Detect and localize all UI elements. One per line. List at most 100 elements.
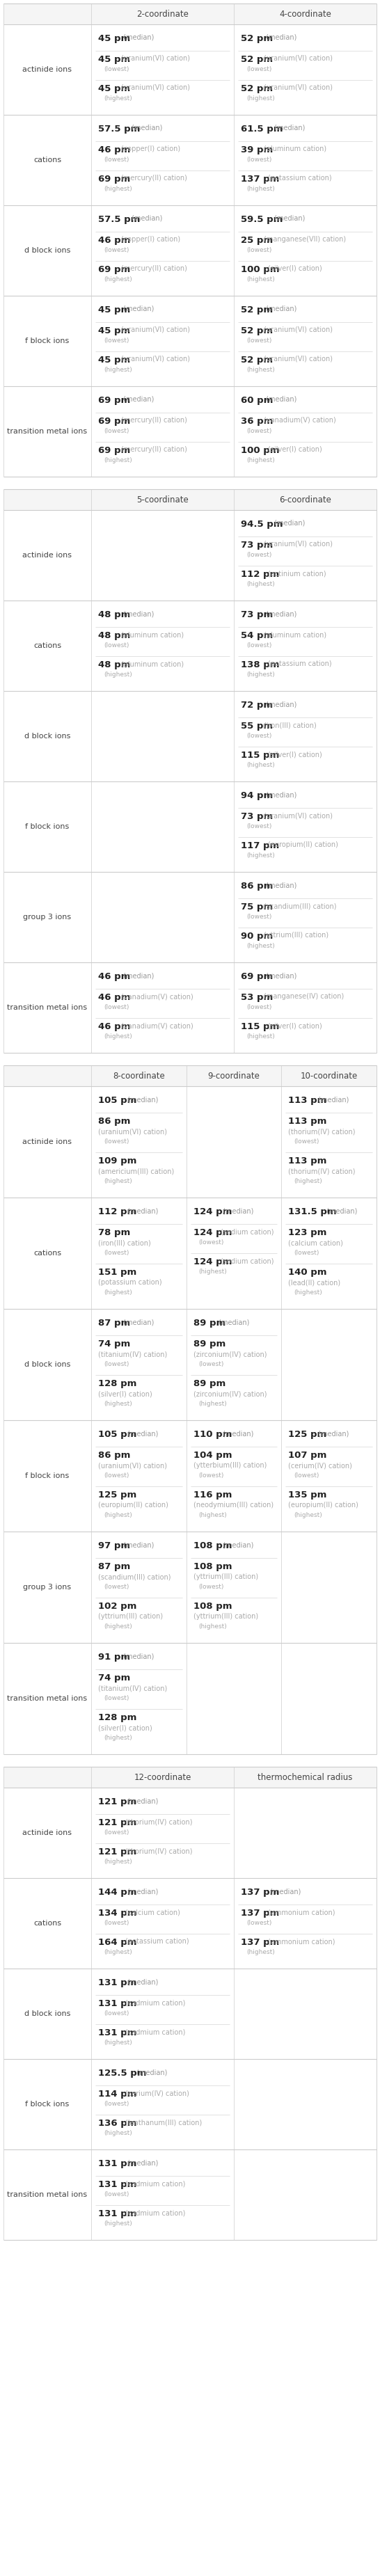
Text: (titanium(IV) cation): (titanium(IV) cation) bbox=[98, 1685, 167, 1692]
Bar bbox=[3, 510, 377, 600]
Text: (highest): (highest) bbox=[104, 366, 132, 374]
Bar bbox=[3, 1533, 377, 1643]
Text: 75 pm: 75 pm bbox=[241, 902, 273, 912]
Text: (median): (median) bbox=[220, 1540, 253, 1548]
Text: 124 pm: 124 pm bbox=[193, 1229, 232, 1236]
Text: actinide ions: actinide ions bbox=[22, 551, 72, 559]
Text: 86 pm: 86 pm bbox=[98, 1450, 130, 1461]
Text: (highest): (highest) bbox=[104, 672, 132, 677]
Text: (lowest): (lowest) bbox=[104, 1829, 129, 1837]
Text: (highest): (highest) bbox=[104, 2221, 132, 2226]
Text: (aluminum cation): (aluminum cation) bbox=[121, 659, 184, 667]
Text: f block ions: f block ions bbox=[25, 337, 69, 345]
Text: (highest): (highest) bbox=[199, 1623, 227, 1631]
Text: (zirconium(IV) cation): (zirconium(IV) cation) bbox=[193, 1391, 267, 1396]
Text: (median): (median) bbox=[134, 2069, 167, 2076]
Text: 87 pm: 87 pm bbox=[98, 1561, 130, 1571]
Text: 131.5 pm: 131.5 pm bbox=[288, 1208, 337, 1216]
Text: 39 pm: 39 pm bbox=[241, 144, 273, 155]
Text: (uranium(VI) cation): (uranium(VI) cation) bbox=[264, 327, 332, 332]
Text: (median): (median) bbox=[121, 1540, 154, 1548]
Text: (lowest): (lowest) bbox=[199, 1584, 224, 1589]
Text: group 3 ions: group 3 ions bbox=[23, 914, 71, 920]
Text: (highest): (highest) bbox=[104, 185, 132, 193]
Text: (lowest): (lowest) bbox=[246, 157, 272, 162]
Text: (lowest): (lowest) bbox=[246, 732, 272, 739]
Text: (sodium cation): (sodium cation) bbox=[220, 1229, 274, 1234]
Text: (lowest): (lowest) bbox=[246, 247, 272, 252]
Text: (median): (median) bbox=[125, 1430, 158, 1437]
Text: (highest): (highest) bbox=[104, 1177, 132, 1185]
Text: 6-coordinate: 6-coordinate bbox=[279, 495, 331, 505]
Text: (uranium(VI) cation): (uranium(VI) cation) bbox=[264, 355, 332, 363]
Text: 115 pm: 115 pm bbox=[241, 750, 279, 760]
Text: (lowest): (lowest) bbox=[246, 428, 272, 435]
Text: (highest): (highest) bbox=[104, 1950, 132, 1955]
Text: (highest): (highest) bbox=[246, 1033, 275, 1041]
Text: cations: cations bbox=[33, 157, 61, 162]
Text: d block ions: d block ions bbox=[24, 247, 70, 255]
Text: cations: cations bbox=[33, 641, 61, 649]
Text: (thorium(IV) cation): (thorium(IV) cation) bbox=[288, 1128, 356, 1136]
Text: (highest): (highest) bbox=[294, 1291, 322, 1296]
Bar bbox=[3, 781, 377, 871]
Text: (lowest): (lowest) bbox=[104, 2102, 129, 2107]
Text: (uranium(VI) cation): (uranium(VI) cation) bbox=[121, 327, 190, 332]
Text: (lowest): (lowest) bbox=[104, 247, 129, 252]
Text: (silver(I) cation): (silver(I) cation) bbox=[268, 1023, 322, 1030]
Text: 107 pm: 107 pm bbox=[288, 1450, 327, 1461]
Text: (median): (median) bbox=[121, 33, 154, 41]
Text: 45 pm: 45 pm bbox=[98, 85, 130, 93]
Text: 57.5 pm: 57.5 pm bbox=[98, 214, 140, 224]
Text: 89 pm: 89 pm bbox=[193, 1319, 225, 1327]
Text: 105 pm: 105 pm bbox=[98, 1095, 137, 1105]
Text: (uranium(VI) cation): (uranium(VI) cation) bbox=[264, 85, 332, 90]
Text: (lowest): (lowest) bbox=[294, 1473, 319, 1479]
Text: 45 pm: 45 pm bbox=[98, 54, 130, 64]
Text: (median): (median) bbox=[125, 1888, 158, 1896]
Text: transition metal ions: transition metal ions bbox=[7, 1695, 87, 1703]
Text: 151 pm: 151 pm bbox=[98, 1267, 136, 1278]
Text: 131 pm: 131 pm bbox=[98, 2179, 137, 2190]
Text: 86 pm: 86 pm bbox=[98, 1118, 130, 1126]
Text: (americium(III) cation): (americium(III) cation) bbox=[98, 1167, 174, 1175]
Text: (median): (median) bbox=[264, 397, 297, 402]
Bar bbox=[3, 871, 377, 963]
Text: 89 pm: 89 pm bbox=[193, 1340, 225, 1350]
Text: 117 pm: 117 pm bbox=[241, 842, 279, 850]
Text: (uranium(VI) cation): (uranium(VI) cation) bbox=[121, 85, 190, 90]
Text: thermochemical radius: thermochemical radius bbox=[258, 1772, 353, 1783]
Text: (titanium(IV) cation): (titanium(IV) cation) bbox=[98, 1350, 167, 1358]
Text: (lowest): (lowest) bbox=[104, 1584, 129, 1589]
Text: (highest): (highest) bbox=[104, 2130, 132, 2136]
Text: (lowest): (lowest) bbox=[104, 1695, 129, 1700]
Text: 74 pm: 74 pm bbox=[98, 1674, 130, 1682]
Text: (highest): (highest) bbox=[104, 2040, 132, 2045]
Text: (thorium(IV) cation): (thorium(IV) cation) bbox=[125, 1847, 193, 1855]
Text: (median): (median) bbox=[125, 1978, 158, 1986]
Text: 73 pm: 73 pm bbox=[241, 811, 273, 822]
Text: actinide ions: actinide ions bbox=[22, 1829, 72, 1837]
Text: (median): (median) bbox=[316, 1095, 348, 1103]
Text: 100 pm: 100 pm bbox=[241, 446, 279, 456]
Text: 108 pm: 108 pm bbox=[193, 1561, 232, 1571]
Text: (scandium(III) cation): (scandium(III) cation) bbox=[264, 902, 336, 909]
Bar bbox=[3, 690, 377, 781]
Text: 137 pm: 137 pm bbox=[241, 175, 279, 183]
Text: 94.5 pm: 94.5 pm bbox=[241, 520, 283, 528]
Text: (median): (median) bbox=[216, 1319, 249, 1327]
Text: (yttrium(III) cation): (yttrium(III) cation) bbox=[193, 1613, 258, 1620]
Text: f block ions: f block ions bbox=[25, 2102, 69, 2107]
Text: f block ions: f block ions bbox=[25, 824, 69, 829]
Text: (median): (median) bbox=[220, 1430, 253, 1437]
Bar bbox=[3, 1087, 377, 1198]
Text: (highest): (highest) bbox=[246, 762, 275, 768]
Text: 10-coordinate: 10-coordinate bbox=[300, 1072, 358, 1079]
Bar bbox=[3, 3, 377, 23]
Text: (potassium cation): (potassium cation) bbox=[98, 1278, 162, 1285]
Text: (median): (median) bbox=[121, 1654, 154, 1659]
Bar bbox=[3, 296, 377, 386]
Text: (vanadium(V) cation): (vanadium(V) cation) bbox=[121, 992, 193, 999]
Text: 69 pm: 69 pm bbox=[98, 265, 130, 273]
Text: 53 pm: 53 pm bbox=[241, 992, 273, 1002]
